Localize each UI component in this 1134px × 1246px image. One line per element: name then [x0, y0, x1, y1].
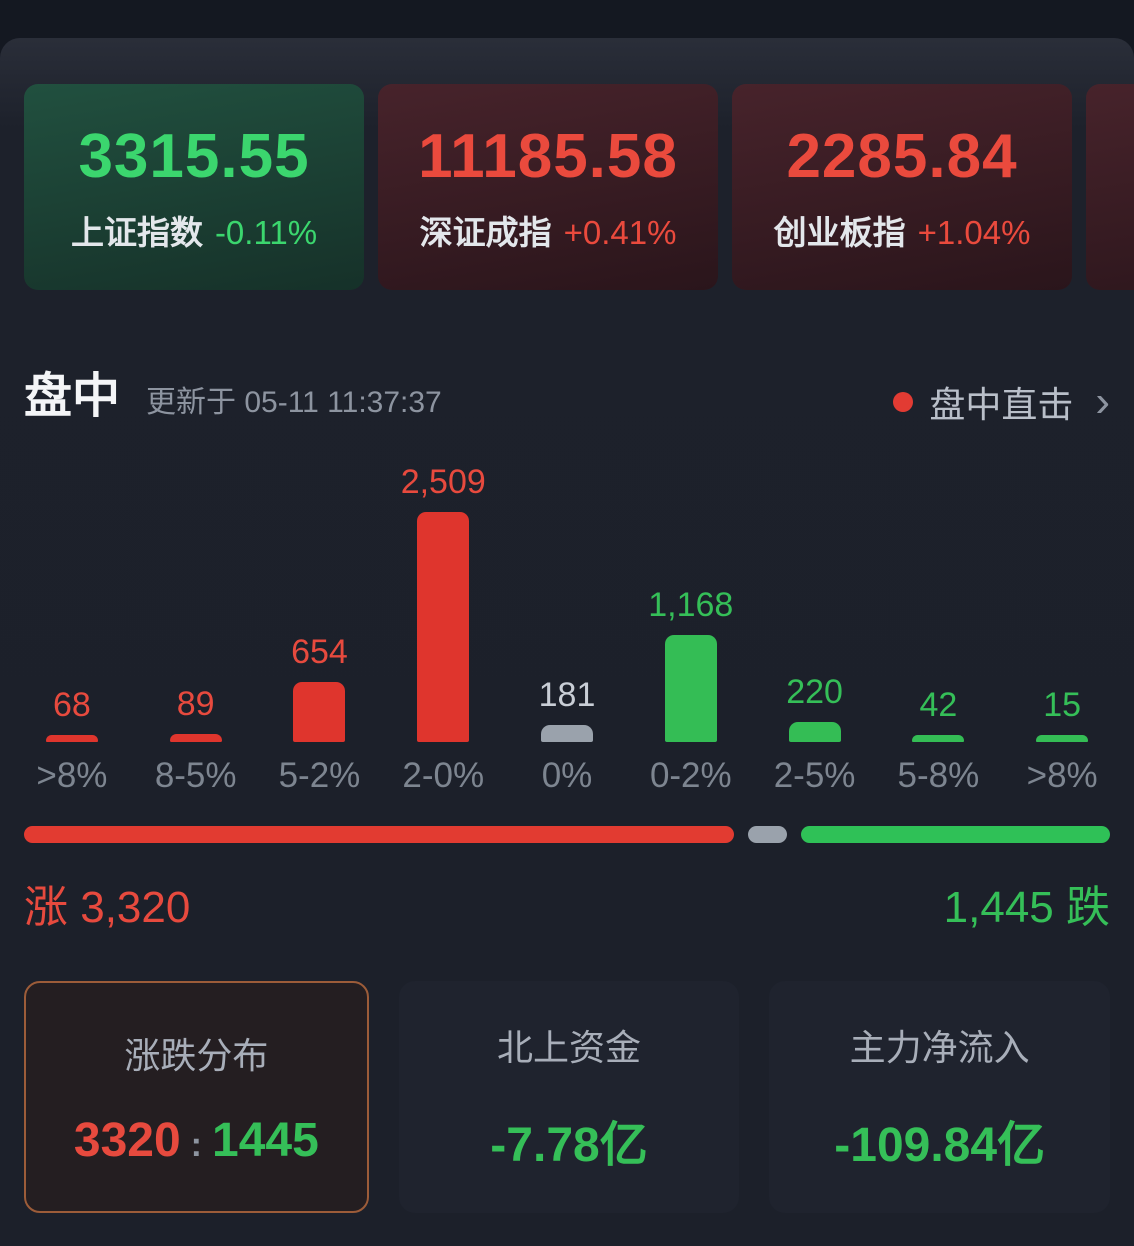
index-card-partial[interactable]: [1086, 84, 1134, 290]
bar-value-label: 1,168: [648, 586, 734, 624]
stat-title: 北上资金: [497, 1027, 642, 1068]
bar-value-label: 68: [52, 686, 91, 724]
bar-category-label: 8-5%: [154, 756, 237, 795]
updated-timestamp: 更新于 05-11 11:37:37: [146, 386, 442, 419]
ratio-segment-down: [800, 826, 1110, 843]
index-name: 上证指数: [70, 213, 203, 251]
bar-value-label: 89: [176, 685, 215, 723]
chart-column: 220 2-5%: [753, 456, 877, 800]
chart-column: 2,509 2-0%: [381, 456, 505, 800]
chart-column: 68 >8%: [10, 456, 134, 800]
decliners-count-label: 1,445 跌: [943, 883, 1110, 932]
bar-value-label: 2,509: [400, 463, 486, 501]
stat-card-main-inflow[interactable]: 主力净流入 -109.84亿: [769, 981, 1111, 1213]
distribution-bar: [169, 734, 222, 742]
stat-title: 涨跌分布: [124, 1034, 269, 1076]
distribution-chart: 68 >8% 89 8-5% 654 5-2% 2,509 2-0% 181 0% 1,168 0-2…: [10, 456, 1124, 800]
advancers-count-label: 涨 3,320: [24, 883, 191, 932]
bar-category-label: >8%: [1026, 756, 1098, 795]
bar-category-label: 2-0%: [402, 756, 485, 795]
bar-value-label: 654: [291, 633, 348, 671]
chart-column: 89 8-5%: [134, 456, 258, 800]
bar-value-label: 181: [538, 676, 596, 714]
distribution-bar: [293, 682, 346, 742]
index-change: +1.04%: [917, 213, 1031, 251]
chevron-right-icon: ›: [1095, 377, 1110, 426]
stat-value: 3320:1445: [74, 1113, 319, 1168]
distribution-bar: [1036, 735, 1089, 742]
stat-value: -109.84亿: [834, 1119, 1046, 1172]
index-value: 2285.84: [786, 121, 1018, 191]
distribution-bar: [664, 635, 717, 742]
bar-value-label: 220: [786, 673, 843, 711]
index-name: 深证成指: [419, 213, 552, 251]
ratio-segment-up: [24, 826, 735, 843]
advance-decline-ratio-bar: [24, 826, 1110, 843]
decliners-count: 1445: [212, 1113, 319, 1167]
chart-column: 1,168 0-2%: [629, 456, 753, 800]
live-link-label: 盘中直击: [929, 384, 1074, 425]
status-bar-strip: [0, 0, 1134, 38]
distribution-bar: [912, 735, 965, 742]
bar-category-label: 5-8%: [897, 756, 980, 795]
index-card-shanghai[interactable]: 3315.55 上证指数 -0.11%: [24, 84, 364, 290]
stat-card-row: 涨跌分布 3320:1445 北上资金 -7.78亿 主力净流入 -109.84…: [24, 981, 1111, 1213]
bar-category-label: 2-5%: [773, 756, 856, 795]
index-value: 3315.55: [78, 121, 310, 191]
chart-column: 654 5-2%: [258, 456, 382, 800]
distribution-bar: [417, 512, 470, 742]
advancers-count: 3320: [73, 1113, 181, 1167]
bar-value-label: 42: [919, 686, 958, 724]
index-card-row: 3315.55 上证指数 -0.11% 11185.58 深证成指 +0.41%…: [0, 84, 1134, 290]
index-card-shenzhen[interactable]: 11185.58 深证成指 +0.41%: [378, 84, 718, 290]
bar-category-label: 5-2%: [278, 756, 361, 795]
distribution-bar: [541, 725, 594, 742]
chart-column: 42 5-8%: [876, 456, 1000, 800]
bar-value-label: 15: [1043, 686, 1082, 724]
ratio-separator: :: [190, 1125, 202, 1164]
stat-card-northbound[interactable]: 北上资金 -7.78亿: [398, 981, 740, 1213]
stat-card-distribution[interactable]: 涨跌分布 3320:1445: [24, 981, 369, 1213]
market-panel: 3315.55 上证指数 -0.11% 11185.58 深证成指 +0.41%…: [0, 38, 1134, 1246]
index-change: +0.41%: [563, 213, 677, 251]
bar-category-label: 0%: [541, 756, 593, 795]
chart-column: 181 0%: [505, 456, 629, 800]
distribution-bar: [788, 722, 841, 742]
index-name: 创业板指: [773, 213, 906, 251]
ratio-labels: 涨 3,320 1,445 跌: [24, 871, 1110, 935]
section-title: 盘中: [24, 370, 121, 423]
distribution-bar: [45, 735, 98, 742]
bar-category-label: 0-2%: [649, 756, 732, 795]
bar-category-label: >8%: [36, 756, 108, 795]
ratio-segment-flat: [748, 826, 787, 843]
live-dot-icon: [893, 392, 914, 412]
live-link[interactable]: 盘中直击 ›: [893, 376, 1110, 428]
stat-value: -7.78亿: [490, 1119, 648, 1172]
section-header: 盘中 更新于 05-11 11:37:37 盘中直击 ›: [24, 356, 1110, 428]
chart-column: 15 >8%: [1000, 456, 1124, 800]
index-change: -0.11%: [214, 213, 318, 251]
index-card-chinext[interactable]: 2285.84 创业板指 +1.04%: [732, 84, 1072, 290]
stat-title: 主力净流入: [849, 1027, 1030, 1068]
index-value: 11185.58: [418, 121, 678, 191]
